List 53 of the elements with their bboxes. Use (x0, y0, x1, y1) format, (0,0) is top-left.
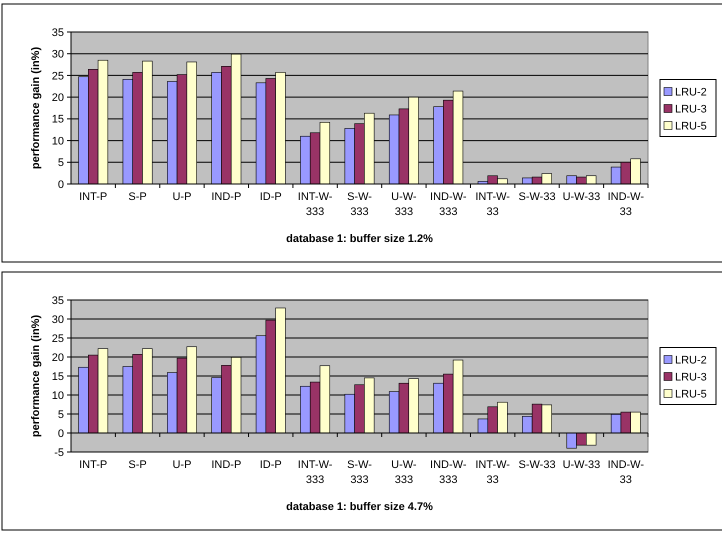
x-tick-label: INT-W-333 (298, 459, 333, 486)
x-axis-title: database 1: buffer size 1.2% (286, 233, 434, 245)
x-tick-label: IND-W-33 (608, 191, 644, 218)
x-tick-label: S-W-33 (518, 459, 556, 471)
y-tick-label: 10 (52, 390, 64, 402)
x-tick-label: IND-P (211, 459, 242, 471)
y-tick-label: 0 (58, 428, 64, 440)
x-tick-label: U-W-333 (391, 191, 417, 218)
x-tick-label: S-W-333 (347, 459, 372, 486)
y-tick-label: 15 (52, 370, 64, 383)
y-tick-label: 25 (52, 332, 64, 345)
x-tick-label: INT-W-33 (475, 459, 510, 486)
x-tick-label: S-P (128, 191, 147, 203)
y-axis-title: performance gain (in%) (30, 46, 42, 170)
y-tick-label: 20 (52, 352, 64, 364)
legend-label: LRU-3 (675, 104, 707, 116)
y-tick-label: -5 (54, 446, 64, 459)
x-tick-label: IND-W-333 (430, 191, 467, 218)
x-tick-label: INT-P (79, 191, 108, 203)
x-tick-label: U-P (172, 459, 192, 471)
y-tick-label: 10 (52, 135, 64, 148)
y-tick-label: 35 (52, 294, 64, 307)
legend-label: LRU-5 (675, 388, 707, 400)
y-tick-label: 35 (52, 26, 64, 39)
x-tick-label: U-W-33 (562, 191, 600, 203)
x-tick-label: INT-W-33 (475, 191, 510, 218)
legend-label: LRU-2 (675, 86, 707, 98)
y-tick-label: 30 (52, 48, 64, 61)
y-tick-label: 15 (52, 114, 64, 126)
x-tick-label: ID-P (260, 191, 282, 203)
x-tick-label: U-W-33 (562, 459, 600, 471)
x-tick-label: IND-W-33 (608, 459, 644, 486)
x-tick-label: IND-W-333 (430, 459, 467, 486)
x-axis-title: database 1: buffer size 4.7% (286, 501, 434, 513)
x-tick-label: IND-P (211, 191, 242, 203)
x-tick-label: S-W-333 (347, 191, 372, 218)
y-tick-label: 5 (58, 408, 64, 421)
y-axis-title: performance gain (in%) (30, 314, 42, 438)
legend-label: LRU-3 (675, 372, 707, 384)
x-tick-label: INT-W-333 (298, 191, 333, 218)
y-tick-label: 25 (52, 70, 64, 82)
legend-label: LRU-2 (675, 354, 707, 366)
x-tick-label: S-P (128, 459, 147, 471)
legend-label: LRU-5 (675, 120, 707, 132)
x-tick-label: INT-P (79, 459, 108, 471)
y-tick-label: 30 (52, 314, 64, 326)
x-tick-label: U-P (172, 191, 192, 203)
y-tick-label: 0 (58, 178, 64, 191)
y-tick-label: 5 (58, 157, 64, 170)
y-tick-label: 20 (52, 92, 64, 104)
x-tick-label: U-W-333 (391, 459, 417, 486)
x-tick-label: ID-P (260, 459, 282, 471)
x-tick-label: S-W-33 (518, 191, 556, 203)
